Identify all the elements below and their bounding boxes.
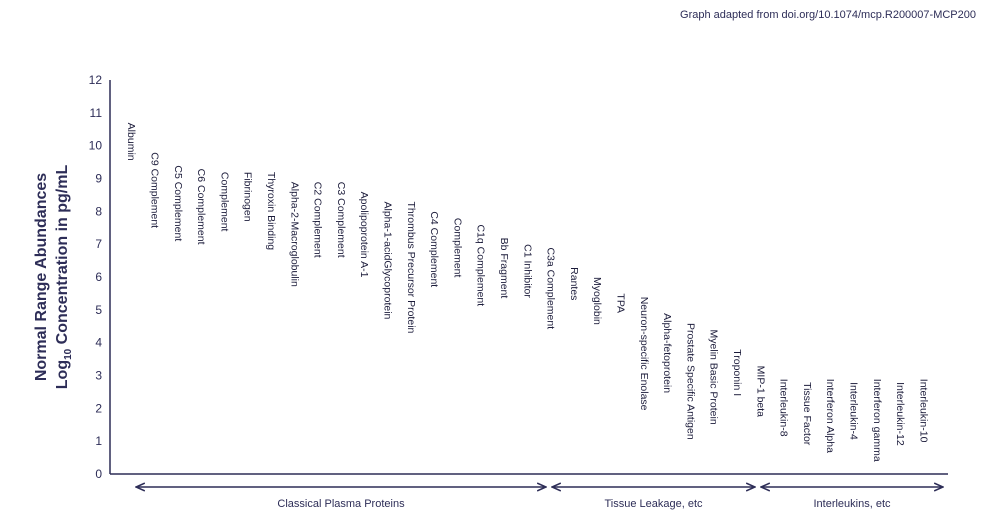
data-point-label: Alpha-fetoprotein	[661, 313, 673, 393]
data-point-label: MIP-1 beta	[754, 366, 766, 418]
data-point-label: C9 Complement	[149, 152, 161, 228]
y-tick-label: 11	[90, 106, 103, 120]
data-point-label: Troponin I	[731, 349, 743, 396]
data-point-label: Bb Fragment	[498, 238, 510, 299]
y-tick-label: 12	[89, 73, 103, 87]
group-label: Interleukins, etc	[813, 498, 891, 510]
data-point-label: Interleukin-8	[778, 379, 790, 437]
data-point-label: Neuron-specific Enolase	[638, 297, 650, 411]
data-point-label: C1q Complement	[475, 224, 487, 306]
data-point-label: Rantes	[568, 267, 580, 300]
group-label: Classical Plasma Proteins	[277, 498, 405, 510]
data-point-label: Complement	[218, 172, 230, 232]
y-tick-label: 5	[95, 303, 102, 317]
data-point-label: C2 Complement	[312, 182, 324, 258]
y-tick-label: 0	[95, 467, 102, 481]
data-point-label: Myelin Basic Protein	[708, 330, 720, 425]
data-point-label: Complement	[451, 218, 463, 278]
data-point-label: Apolipoprotein A-1	[358, 192, 370, 278]
data-point-label: Tissue Factor	[801, 382, 813, 446]
data-point-label: Interleukin-10	[917, 379, 929, 443]
data-point-label: C5 Complement	[172, 165, 184, 241]
data-point-label: Albumin	[125, 123, 137, 161]
y-tick-label: 8	[95, 204, 102, 218]
data-point-label: Fibrinogen	[242, 172, 254, 222]
y-tick-label: 2	[95, 401, 102, 415]
svg-text:Normal Range Abundances: Normal Range Abundances	[33, 173, 50, 381]
data-point-label: Myoglobin	[591, 277, 603, 325]
y-axis-title-log: Log	[54, 360, 71, 389]
y-axis-title: Normal Range Abundances Log10 Concentrat…	[33, 165, 74, 390]
data-point-label: Interleukin-4	[848, 382, 860, 440]
y-tick-label: 1	[95, 434, 102, 448]
y-tick-label: 7	[95, 237, 102, 251]
y-tick-label: 9	[95, 172, 102, 186]
data-point-label: Thrombus Precursor Protein	[405, 201, 417, 333]
data-point-label: C1 Inhibitor	[521, 244, 533, 298]
data-point-label: Thyroxin Binding	[265, 172, 277, 250]
group-label: Tissue Leakage, etc	[604, 498, 703, 510]
data-point-label: C6 Complement	[195, 169, 207, 245]
svg-text:Log10 Concentration in pg/mL: Log10 Concentration in pg/mL	[54, 165, 74, 390]
data-point-label: C4 Complement	[428, 211, 440, 287]
data-point-label: Interferon Alpha	[824, 379, 836, 453]
data-point-label: Alpha-1-acidGlycoprotein	[382, 201, 394, 319]
y-tick-label: 10	[89, 139, 103, 153]
data-point-label: C3a Complement	[545, 247, 557, 329]
data-point-label: Prostate Specific Antigen	[684, 323, 696, 440]
y-axis-title-units: Concentration in pg/mL	[54, 165, 71, 349]
data-point-label: Interleukin-12	[894, 382, 906, 446]
source-credit: Graph adapted from doi.org/10.1074/mcp.R…	[680, 9, 976, 21]
y-tick-label: 6	[95, 270, 102, 284]
data-point-label: C3 Complement	[335, 182, 347, 258]
y-tick-label: 3	[95, 369, 102, 383]
y-axis-title-subscript: 10	[63, 348, 74, 360]
y-tick-label: 4	[95, 336, 102, 350]
data-point-label: Alpha-2-Macroglobulin	[288, 182, 300, 287]
y-axis-title-line1: Normal Range Abundances	[33, 173, 50, 381]
data-point-label: Interferon gamma	[871, 379, 883, 462]
data-point-label: TPA	[615, 293, 627, 313]
